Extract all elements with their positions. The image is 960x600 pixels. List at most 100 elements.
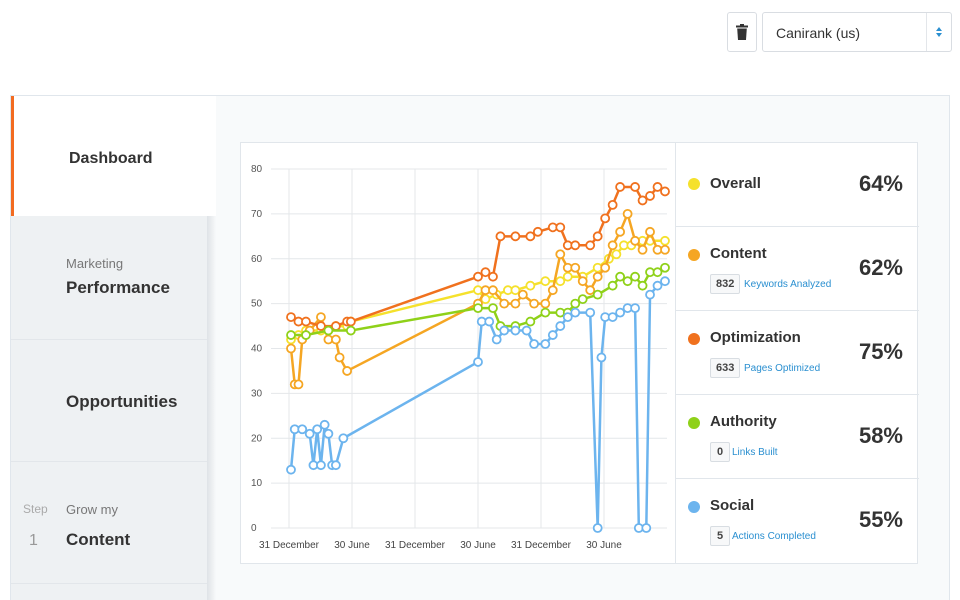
sidebar-item-opportunities[interactable]: Opportunities <box>11 340 207 462</box>
series-point <box>301 330 311 340</box>
series-point <box>555 321 566 331</box>
sidebar-item-performance[interactable]: Marketing Performance <box>11 216 207 340</box>
series-point <box>473 357 483 367</box>
series-point <box>637 195 648 206</box>
series-point <box>570 298 581 309</box>
sidebar-shadow <box>207 216 216 600</box>
sidebar-item-label: Content <box>66 530 131 549</box>
metric-list: Overall 64% Content 832 Keywords Analyze… <box>675 143 919 563</box>
series-point <box>286 330 296 340</box>
series-point <box>570 307 581 318</box>
sidebar-item-label: Performance <box>66 278 170 297</box>
performance-card: 0 10 20 30 40 50 60 70 80 31 December 30 June 31 De… <box>240 142 919 564</box>
series-point <box>499 298 510 309</box>
step-number: 1 <box>29 532 38 549</box>
metric-content[interactable]: Content 832 Keywords Analyzed 62% <box>676 227 919 311</box>
x-tick-label: 30 June <box>460 540 496 551</box>
series-point <box>630 235 640 246</box>
series-point <box>592 231 603 242</box>
site-select[interactable]: Canirank (us) <box>762 12 952 52</box>
sidebar-item-sublabel: Grow my <box>66 502 118 517</box>
series-point <box>645 289 655 300</box>
series-point <box>660 276 670 287</box>
series-point <box>652 182 663 192</box>
series-point <box>521 325 532 336</box>
series-point <box>342 366 352 376</box>
series-point <box>555 222 566 233</box>
metric-name: Content <box>710 245 767 262</box>
series-point <box>652 267 663 278</box>
series-point <box>510 325 521 336</box>
series-point <box>607 312 618 322</box>
series-point <box>540 298 551 309</box>
sidebar-item-grow-content[interactable]: Step 1 Grow my Content <box>11 462 207 584</box>
series-point <box>525 316 536 327</box>
metric-percent: 58% <box>858 423 903 448</box>
series-point <box>293 379 304 390</box>
series-point <box>495 231 506 242</box>
series-point <box>562 271 573 282</box>
performance-line-chart: 0 10 20 30 40 50 60 70 80 31 December 30 June 31 De… <box>251 164 670 551</box>
metric-count-badge: 5 <box>710 526 730 546</box>
series-point <box>555 276 566 287</box>
metric-caption[interactable]: Actions Completed <box>732 531 816 542</box>
series-point <box>641 523 652 533</box>
series-point <box>607 240 618 251</box>
sidebar-item-dashboard[interactable]: Dashboard <box>11 96 216 216</box>
x-tick-label: 31 December <box>511 540 572 551</box>
sidebar-item-label: Opportunities <box>66 392 178 411</box>
series-point <box>510 285 521 296</box>
series-point <box>645 226 655 237</box>
series-line <box>290 185 666 328</box>
main-panel: Marketing Performance Opportunities Step… <box>10 95 950 600</box>
legend-dot <box>688 501 700 513</box>
metric-caption[interactable]: Links Built <box>732 447 778 458</box>
series-point <box>488 271 498 282</box>
metric-name: Overall <box>710 175 761 192</box>
series-point <box>540 307 551 318</box>
y-tick-label: 40 <box>251 344 263 355</box>
sidebar-item-next[interactable] <box>11 584 207 600</box>
series-point <box>510 231 521 242</box>
series-point <box>630 303 640 314</box>
series-point <box>330 460 341 471</box>
series-point <box>622 276 633 287</box>
series-point <box>570 262 581 273</box>
series-point <box>592 271 603 282</box>
series-point <box>540 276 551 287</box>
series-point <box>338 433 349 444</box>
x-tick-label: 30 June <box>334 540 370 551</box>
metric-optimization[interactable]: Optimization 633 Pages Optimized 75% <box>676 311 919 395</box>
series-point <box>600 213 611 224</box>
x-tick-label: 30 June <box>586 540 622 551</box>
series-point <box>607 200 618 210</box>
legend-dot <box>688 417 700 429</box>
y-tick-label: 80 <box>251 164 263 175</box>
series-point <box>345 316 356 327</box>
metric-caption[interactable]: Keywords Analyzed <box>744 279 832 290</box>
series-point <box>660 235 670 246</box>
metric-count-badge: 0 <box>710 442 730 462</box>
metric-social[interactable]: Social 5 Actions Completed 55% <box>676 479 919 563</box>
series-point <box>316 321 326 331</box>
y-tick-label: 70 <box>251 209 263 220</box>
series-point <box>286 343 296 354</box>
select-arrows-icon <box>936 27 942 37</box>
legend-dot <box>688 333 700 345</box>
metric-overall[interactable]: Overall 64% <box>676 143 919 227</box>
series-point <box>316 312 326 322</box>
series-point <box>585 240 596 251</box>
trash-icon <box>736 24 748 40</box>
series-point <box>637 244 648 255</box>
y-tick-label: 10 <box>251 478 263 489</box>
series-point <box>488 303 498 314</box>
legend-dot <box>688 249 700 261</box>
metric-caption[interactable]: Pages Optimized <box>744 363 821 374</box>
series-point <box>637 280 648 291</box>
y-tick-label: 0 <box>251 523 257 534</box>
metric-authority[interactable]: Authority 0 Links Built 58% <box>676 395 919 479</box>
series-point <box>525 280 536 291</box>
delete-site-button[interactable] <box>727 12 757 52</box>
metric-percent: 64% <box>858 171 903 196</box>
